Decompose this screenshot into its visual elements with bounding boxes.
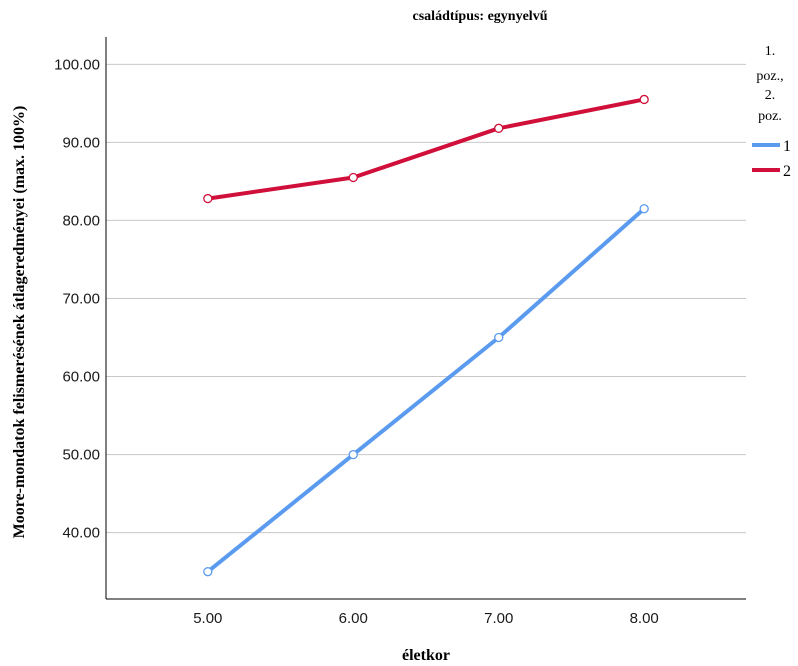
data-point-series-2	[639, 94, 649, 105]
x-tick-label: 7.00	[484, 610, 513, 627]
x-tick-labels: 5.00 6.00 7.00 8.00	[193, 610, 659, 627]
y-tick-labels: 40.00 50.00 60.00 70.00 80.00 90.00 100.00	[54, 56, 100, 541]
x-axis-title: életkor	[402, 647, 450, 664]
y-tick-label: 100.00	[54, 56, 100, 73]
series-line-1	[205, 206, 647, 574]
y-tick-label: 40.00	[62, 525, 100, 542]
y-tick-label: 80.00	[62, 212, 100, 229]
data-point-series-2	[203, 193, 213, 204]
series-line-2	[205, 97, 647, 201]
gridlines	[106, 63, 746, 534]
x-tick-label: 8.00	[630, 610, 659, 627]
x-tick-label: 5.00	[193, 610, 222, 627]
legend-title-line-3: 2.	[765, 88, 776, 103]
x-tick-label: 6.00	[339, 610, 368, 627]
chart-title: családtípus: egynyelvű	[413, 9, 548, 24]
legend: 1. poz., 2. poz. 1 2	[752, 44, 791, 180]
data-point-series-1	[639, 204, 649, 214]
legend-label-series-2: 2	[783, 163, 791, 180]
data-point-series-2	[494, 123, 504, 133]
data-point-series-1	[494, 332, 504, 343]
data-point-series-1	[203, 567, 213, 577]
series-lines	[203, 94, 649, 577]
legend-title-line-1: 1.	[765, 44, 776, 59]
legend-title-line-2: poz.,	[756, 69, 783, 84]
y-tick-label: 60.00	[62, 369, 100, 386]
legend-title-line-4: poz.	[758, 109, 782, 124]
y-axis-title: Moore-mondatok felismerésének átlageredm…	[11, 106, 28, 539]
y-tick-label: 90.00	[62, 134, 100, 151]
y-tick-label: 50.00	[62, 447, 100, 464]
data-point-series-1	[348, 449, 358, 460]
y-tick-label: 70.00	[62, 290, 100, 307]
axes	[105, 37, 746, 600]
data-point-series-2	[348, 172, 358, 183]
legend-label-series-1: 1	[783, 138, 791, 155]
